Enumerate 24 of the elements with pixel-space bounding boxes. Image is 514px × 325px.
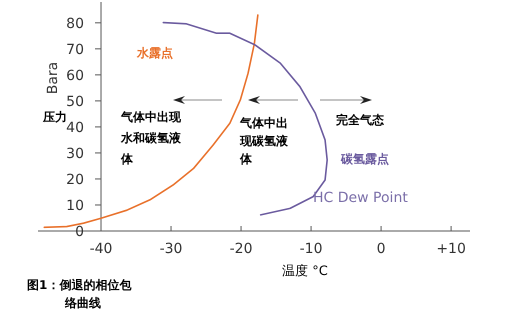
y-tick-label: 20 xyxy=(66,172,84,188)
y-tick-label: 50 xyxy=(66,94,84,110)
x-tick-label: -10 xyxy=(300,241,322,257)
x-tick-label: -20 xyxy=(230,241,252,257)
x-tick-label: -30 xyxy=(160,241,182,257)
annotation: 气体中出现水和碳氢液体 xyxy=(120,110,182,166)
y-tick-label: 80 xyxy=(66,16,84,32)
annotation: 气体中出现碳氢液体 xyxy=(239,116,289,166)
annotation: 完全气态 xyxy=(336,113,385,127)
text: 水露点 xyxy=(136,46,173,60)
x-tick-label: 0 xyxy=(376,241,386,257)
y-tick-label: 30 xyxy=(66,146,84,162)
y-tick-label: 10 xyxy=(66,198,84,214)
caption: 图1：倒退的相位包络曲线 xyxy=(27,278,132,310)
x-tick-label: +10 xyxy=(436,241,466,257)
annotation: 压力 xyxy=(42,110,67,124)
x-axis-title: 温度 °C xyxy=(282,263,328,279)
y-tick-label: 60 xyxy=(66,68,84,84)
annotation: HC Dew Point xyxy=(313,190,408,206)
y-tick-label: 40 xyxy=(66,120,84,136)
y-tick-label: 70 xyxy=(66,42,84,58)
y-axis-title: Bara xyxy=(45,62,61,94)
x-tick-label: -40 xyxy=(90,241,112,257)
series-label: 碳氢露点 xyxy=(340,152,389,166)
